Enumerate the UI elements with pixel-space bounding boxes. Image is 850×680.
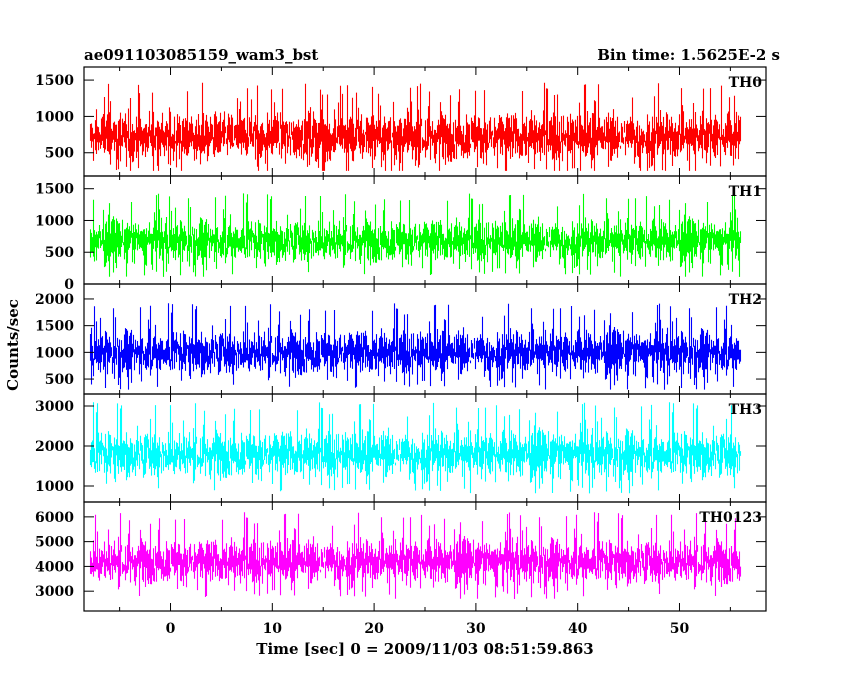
y-tick-label: 3000 (35, 399, 74, 415)
y-tick-label: 1000 (35, 479, 74, 495)
panel-label: TH0123 (699, 510, 762, 526)
y-tick-label: 1500 (35, 182, 74, 198)
plot-title: ae091103085159_wam3_bst (84, 46, 318, 64)
series-th0123 (89, 512, 742, 599)
y-tick-label: 5000 (35, 535, 74, 551)
series-th1 (89, 193, 742, 277)
panel-th0123: 3000 4000 5000 6000 TH0123 (35, 501, 767, 612)
panel-th0: 500 1000 1500 TH0 (35, 66, 767, 177)
y-tick-label: 6000 (35, 510, 74, 526)
y-tick-label: 1500 (35, 319, 74, 335)
x-axis: 0 10 20 30 40 50 (166, 621, 690, 637)
y-tick-label: 500 (45, 372, 74, 388)
y-tick-label: 1000 (35, 213, 74, 229)
series-th3 (89, 402, 742, 494)
x-tick-label: 20 (364, 621, 384, 637)
y-tick-label: 1000 (35, 345, 74, 361)
y-axis-label: Counts/sec (4, 299, 22, 391)
y-tick-label: 0 (64, 277, 74, 293)
panel-th1: 0 500 1000 1500 TH1 (35, 175, 767, 293)
panel-label: TH1 (729, 184, 762, 200)
panel-label: TH3 (729, 402, 762, 418)
y-tick-label: 4000 (35, 559, 74, 575)
y-tick-label: 1500 (35, 73, 74, 89)
bin-time-label: Bin time: 1.5625E-2 s (597, 46, 780, 64)
x-tick-label: 40 (568, 621, 588, 637)
x-tick-label: 10 (263, 621, 283, 637)
x-tick-label: 50 (670, 621, 690, 637)
y-tick-label: 3000 (35, 584, 74, 600)
y-tick-label: 500 (45, 146, 74, 162)
y-tick-label: 2000 (35, 292, 74, 308)
y-tick-label: 2000 (35, 439, 74, 455)
panel-th3: 1000 2000 3000 TH3 (35, 393, 767, 503)
x-axis-label: Time [sec] 0 = 2009/11/03 08:51:59.863 (256, 640, 593, 658)
x-tick-label: 30 (466, 621, 486, 637)
panel-th2: 500 1000 1500 2000 TH2 (35, 283, 767, 395)
panel-label: TH0 (729, 75, 763, 91)
panel-label: TH2 (729, 292, 762, 308)
y-tick-label: 500 (45, 245, 74, 261)
x-tick-label: 0 (166, 621, 176, 637)
series-th2 (89, 303, 742, 390)
series-th0 (89, 82, 742, 171)
y-tick-label: 1000 (35, 109, 74, 125)
panels-group: 500 1000 1500 TH0 0 500 1000 1500 TH1 500 1000 1500… (35, 66, 767, 612)
